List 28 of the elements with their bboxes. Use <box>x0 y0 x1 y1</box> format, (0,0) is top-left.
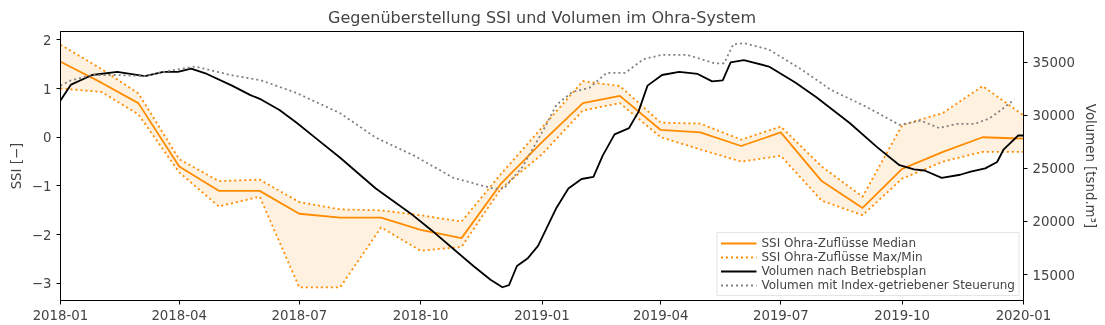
x-tick-label: 2018-07 <box>271 307 328 323</box>
y2-axis-title: Volumen [tsnd.m³] <box>1082 103 1098 229</box>
y-tick-label: 2 <box>43 32 52 48</box>
legend-label: SSI Ohra-Zuflüsse Median <box>761 236 917 250</box>
x-tick-label: 2018-01 <box>32 307 89 323</box>
chart-title: Gegenüberstellung SSI und Volumen im Ohra-System <box>327 7 757 27</box>
x-tick-label: 2019-10 <box>874 307 930 323</box>
y-tick-label: −1 <box>31 178 52 194</box>
y2-tick-label: 30000 <box>1032 108 1075 124</box>
y2-tick-label: 20000 <box>1032 214 1075 230</box>
line-series <box>60 43 1024 223</box>
x-tick-label: 2019-07 <box>752 307 809 323</box>
legend-label: SSI Ohra-Zuflüsse Max/Min <box>761 250 923 264</box>
x-tick-label: 2019-04 <box>632 307 689 323</box>
x-tick-label: 2018-10 <box>392 307 449 323</box>
x-tick-label: 2018-04 <box>151 307 208 323</box>
y2-tick-label: 25000 <box>1032 161 1075 177</box>
legend-label: Volumen mit Index-getriebener Steuerung <box>761 278 1015 292</box>
y-tick-label: −2 <box>31 227 52 243</box>
y-axis-title: SSI [−] <box>8 142 24 190</box>
x-tick-label: 2020-01 <box>995 307 1052 323</box>
y2-tick-label: 15000 <box>1032 267 1075 283</box>
y-tick-label: −3 <box>31 276 52 292</box>
legend-label: Volumen nach Betriebsplan <box>761 264 927 278</box>
y2-tick-label: 35000 <box>1032 55 1075 71</box>
y-tick-label: 1 <box>43 81 52 97</box>
y-tick-label: 0 <box>43 130 52 146</box>
x-tick-label: 2019-01 <box>514 307 570 323</box>
